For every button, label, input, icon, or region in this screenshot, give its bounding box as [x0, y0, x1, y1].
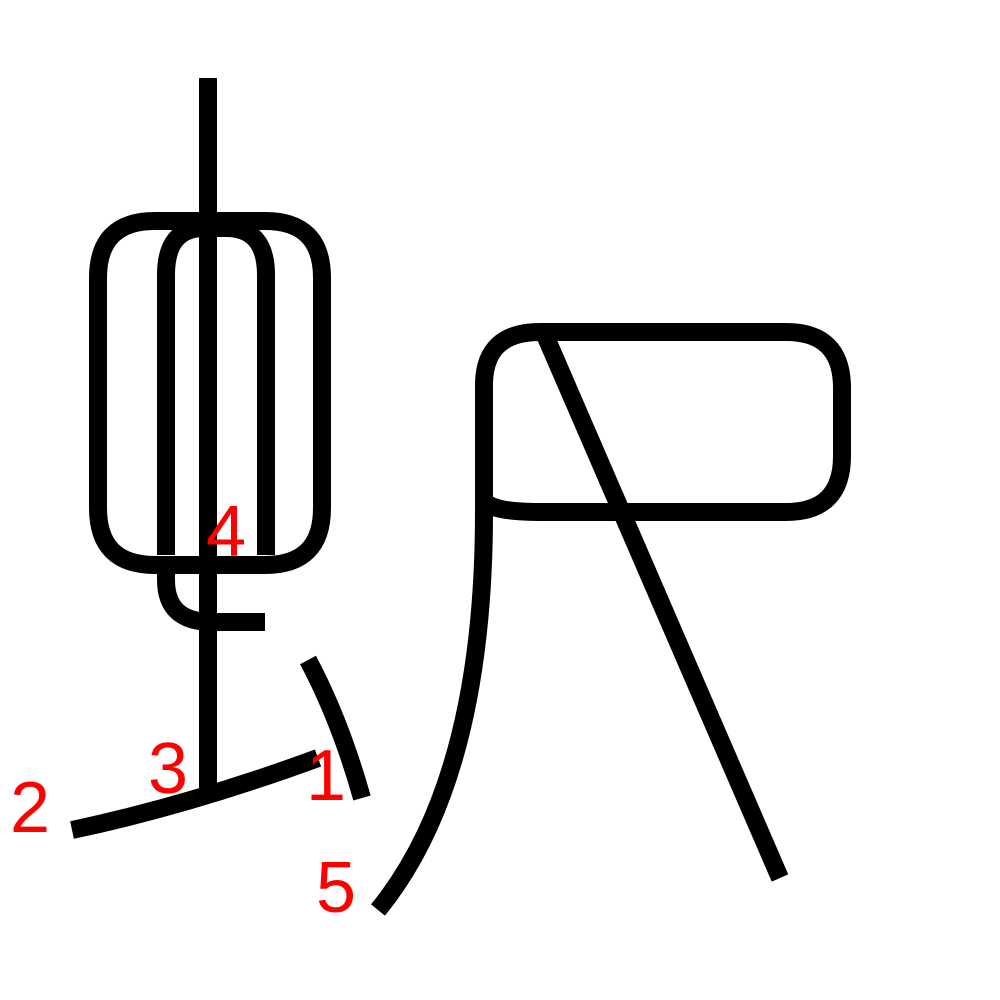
stroke-label-5: 5	[316, 848, 356, 928]
stroke-hook	[157, 565, 265, 631]
stroke-outer-box	[89, 212, 331, 574]
stroke-label-2: 2	[10, 768, 50, 848]
stroke-label-3: 3	[148, 729, 188, 809]
stroke-diagonal	[536, 331, 789, 882]
glyph-strokes	[70, 78, 851, 916]
stroke-left-sweep	[371, 511, 493, 916]
stroke-label-4: 4	[206, 492, 246, 572]
stroke-dot	[300, 655, 371, 801]
stroke-inner-arch	[157, 219, 275, 555]
stroke-rising	[70, 749, 322, 839]
stroke-rect-top	[475, 323, 851, 521]
stroke-order-labels: 1 2 3 4 5	[10, 492, 356, 928]
stroke-label-1: 1	[306, 736, 346, 816]
